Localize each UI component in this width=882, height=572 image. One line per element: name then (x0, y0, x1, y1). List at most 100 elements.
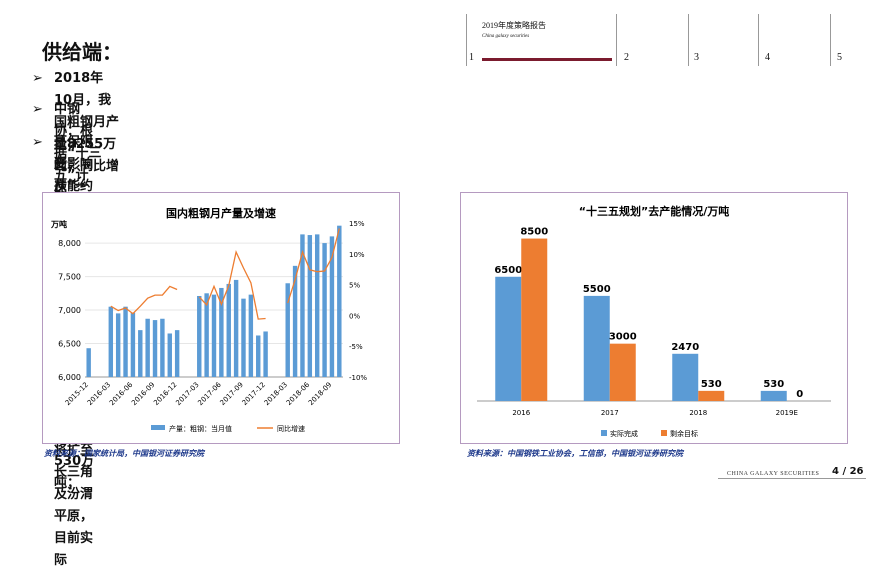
y2-tick-label: -10% (349, 374, 367, 382)
bar (211, 294, 217, 377)
x-tick-label: 2017 (601, 409, 619, 417)
x-tick-label: 2017-03 (174, 381, 200, 407)
bar (115, 313, 121, 377)
x-tick-label: 2016-12 (152, 381, 178, 407)
bar (583, 295, 610, 401)
bar (174, 330, 180, 377)
data-label: 6500 (494, 265, 522, 276)
section-tab-1[interactable]: 1 (469, 52, 474, 63)
data-label: 8500 (520, 227, 548, 238)
chart-title: “十三五规划”去产能情况/万吨 (579, 204, 729, 218)
bar (167, 333, 172, 377)
bar (145, 318, 150, 377)
report-title: 2019年度策略报告 (482, 21, 546, 30)
bar (219, 287, 224, 377)
source-note-left: 资料来源：国家统计局，中国银河证券研究院 (44, 449, 204, 458)
data-label: 530 (763, 379, 784, 390)
bar (292, 265, 298, 377)
bar (300, 234, 305, 377)
x-tick-label: 2018 (689, 409, 707, 417)
section-divider (616, 14, 617, 66)
chart-title: 国内粗钢月产量及增速 (166, 206, 276, 220)
bar (123, 306, 128, 377)
legend-label: 实际完成 (610, 429, 638, 438)
bar (337, 225, 342, 377)
bar (256, 335, 261, 377)
arrow-icon: ➢ (32, 71, 43, 86)
arrow-icon: ➢ (32, 135, 43, 150)
y-tick-label: 7,500 (58, 273, 81, 282)
bar (760, 390, 787, 401)
arrow-icon: ➢ (32, 102, 43, 117)
y-axis-label: 万吨 (50, 219, 67, 229)
section-tab-2[interactable]: 2 (624, 52, 629, 63)
footer-brand: CHINA GALAXY SECURITIES (727, 471, 820, 477)
x-tick-label: 2018-03 (263, 381, 289, 407)
bar (263, 331, 268, 377)
y2-tick-label: 5% (349, 282, 360, 290)
bar (307, 235, 313, 377)
x-tick-label: 2018-09 (307, 381, 333, 407)
source-note-right: 资料来源：中国钢铁工业协会，工信部，中国银河证券研究院 (467, 449, 683, 458)
legend-swatch (601, 430, 607, 436)
y2-tick-label: 10% (349, 251, 365, 259)
bar (285, 283, 290, 377)
x-tick-label: 2016 (512, 409, 530, 417)
legend-swatch (661, 430, 667, 436)
section-tab-5[interactable]: 5 (837, 52, 842, 63)
data-label: 2470 (671, 342, 699, 353)
data-label: 5500 (583, 284, 611, 295)
x-tick-label: 2016-09 (130, 381, 156, 407)
bar (152, 320, 158, 377)
x-tick-label: 2016-03 (86, 381, 112, 407)
section-divider (688, 14, 689, 66)
data-label: 530 (701, 379, 722, 390)
bar (495, 276, 522, 401)
bar (86, 348, 91, 377)
footer-divider (718, 478, 866, 479)
section-tab-3[interactable]: 3 (694, 52, 699, 63)
steel-output-chart-panel: 国内粗钢月产量及增速 万吨 6,000 6,500 7,000 7,500 8,000 -10… (42, 192, 400, 444)
y2-tick-label: 0% (349, 312, 360, 320)
bar (226, 283, 231, 377)
active-section-bar (482, 58, 612, 61)
bar (204, 293, 209, 377)
growth-line (110, 228, 340, 320)
capacity-cut-chart: “十三五规划”去产能情况/万吨 6500 8500 2016 5500 3000 2017 2… (477, 204, 831, 438)
x-tick-label: 2019E (776, 409, 798, 417)
legend-label: 产量：粗钢：当月值 (169, 424, 232, 433)
x-tick-label: 2017-12 (241, 381, 267, 407)
y-tick-label: 6,000 (58, 373, 81, 382)
bar (233, 279, 239, 377)
bar (197, 295, 202, 377)
bar (314, 234, 320, 377)
bar (241, 298, 246, 377)
bar (108, 306, 114, 377)
x-tick-label: 2017-09 (219, 381, 245, 407)
page-title: 供给端： (42, 40, 122, 64)
section-divider (466, 14, 467, 66)
legend-swatch (151, 425, 165, 430)
bar (160, 318, 165, 377)
report-subtitle: China galaxy securities (482, 34, 530, 39)
section-tab-4[interactable]: 4 (765, 52, 770, 63)
y2-tick-label: 15% (349, 220, 365, 228)
legend-label: 同比增速 (277, 424, 305, 433)
bar (672, 353, 699, 401)
bar (130, 312, 136, 377)
y-tick-label: 8,000 (58, 239, 81, 248)
page-number: 4 / 26 (832, 466, 864, 477)
legend-label: 剩余目标 (670, 429, 698, 438)
data-label: 0 (796, 389, 803, 400)
x-tick-label: 2015-12 (64, 381, 90, 407)
capacity-cut-chart-panel: “十三五规划”去产能情况/万吨 6500 8500 2016 5500 3000 2017 2… (460, 192, 848, 444)
section-divider (830, 14, 831, 66)
bar (329, 236, 335, 377)
bar (138, 330, 143, 377)
section-divider (758, 14, 759, 66)
bar (322, 243, 327, 377)
bar (248, 294, 254, 377)
bar (698, 390, 725, 401)
y-tick-label: 7,000 (58, 306, 81, 315)
